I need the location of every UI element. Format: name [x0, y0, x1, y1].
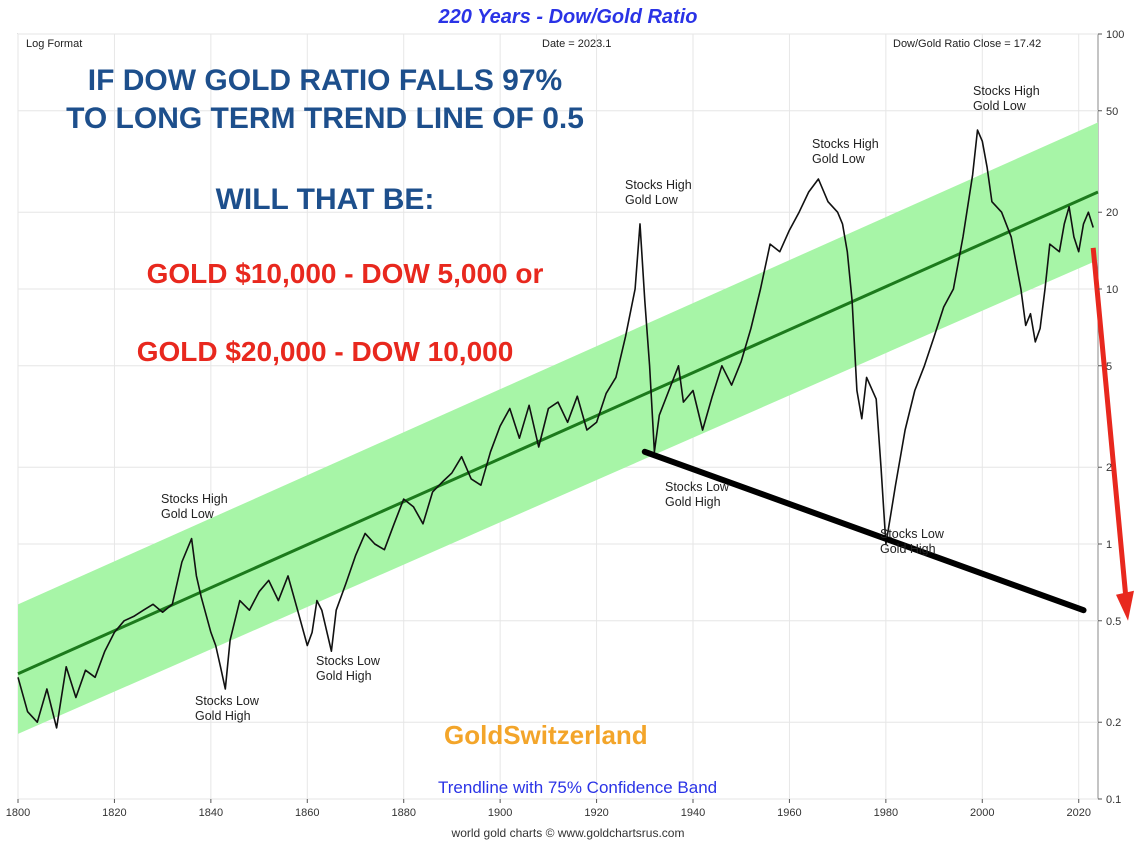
annotation-1836: Stocks High Gold Low	[161, 492, 228, 521]
x-tick-label: 1840	[199, 807, 223, 819]
band-note: Trendline with 75% Confidence Band	[438, 778, 718, 797]
annotation-1865: Stocks Low Gold High	[316, 654, 380, 683]
support-line	[641, 448, 1087, 614]
credit: world gold charts © www.goldchartsrus.co…	[451, 826, 685, 840]
arrow-head	[1116, 590, 1134, 621]
y-tick-label: 5	[1106, 361, 1112, 373]
x-tick-label: 1940	[681, 807, 705, 819]
y-tick-label: 0.5	[1106, 616, 1121, 628]
x-tick-label: 1920	[584, 807, 608, 819]
headline-line-3: WILL THAT BE:	[215, 183, 435, 216]
date-label: Date = 2023.1	[542, 38, 612, 50]
annotation-1966: Stocks High Gold Low	[812, 137, 879, 166]
confidence-band	[18, 122, 1098, 734]
x-tick-label: 1880	[391, 807, 415, 819]
trend-line	[17, 190, 1099, 676]
headline-line-1: IF DOW GOLD RATIO FALLS 97%	[87, 64, 563, 97]
x-tick-label: 1900	[488, 807, 512, 819]
annotation-1999: Stocks High Gold Low	[973, 84, 1040, 113]
y-axis: 0.1 0.2 0.5 1 2 5 10 20 50 100	[1098, 29, 1124, 806]
x-tick-label: 2000	[970, 807, 994, 819]
x-axis: 1800 1820 1840 1860 1880 1900 1920 1940 1960 1980…	[6, 799, 1091, 819]
headline-line-2: TO LONG TERM TREND LINE OF 0.5	[66, 102, 584, 135]
brand-label: GoldSwitzerland	[444, 720, 648, 750]
close-label: Dow/Gold Ratio Close = 17.42	[893, 38, 1042, 50]
scale-note: Log Format	[26, 38, 83, 50]
annotation-1929: Stocks High Gold Low	[625, 178, 692, 207]
annotation-1932: Stocks Low Gold High	[665, 480, 729, 509]
dow-gold-ratio-line	[17, 129, 1094, 729]
x-tick-label: 2020	[1066, 807, 1090, 819]
x-tick-label: 1960	[777, 807, 801, 819]
x-tick-label: 1860	[295, 807, 319, 819]
y-tick-label: 50	[1106, 106, 1118, 118]
y-tick-label: 2	[1106, 462, 1112, 474]
projection-arrow	[1090, 247, 1134, 621]
chart-title: 220 Years - Dow/Gold Ratio	[438, 6, 698, 28]
headline-gold-20000: GOLD $20,000 - DOW 10,000	[136, 336, 514, 367]
y-tick-label: 0.1	[1106, 794, 1121, 806]
y-tick-label: 100	[1106, 29, 1124, 41]
y-tick-label: 0.2	[1106, 717, 1121, 729]
x-tick-label: 1820	[102, 807, 126, 819]
y-tick-label: 10	[1106, 284, 1118, 296]
x-tick-label: 1800	[6, 807, 30, 819]
y-tick-label: 1	[1106, 539, 1112, 551]
y-tick-label: 20	[1106, 207, 1118, 219]
x-tick-label: 1980	[874, 807, 898, 819]
annotation-1843: Stocks Low Gold High	[195, 694, 259, 723]
annotation-1980: Stocks Low Gold High	[880, 527, 944, 556]
headline-gold-10000: GOLD $10,000 - DOW 5,000 or	[146, 258, 544, 289]
arrow-shaft	[1090, 247, 1129, 599]
